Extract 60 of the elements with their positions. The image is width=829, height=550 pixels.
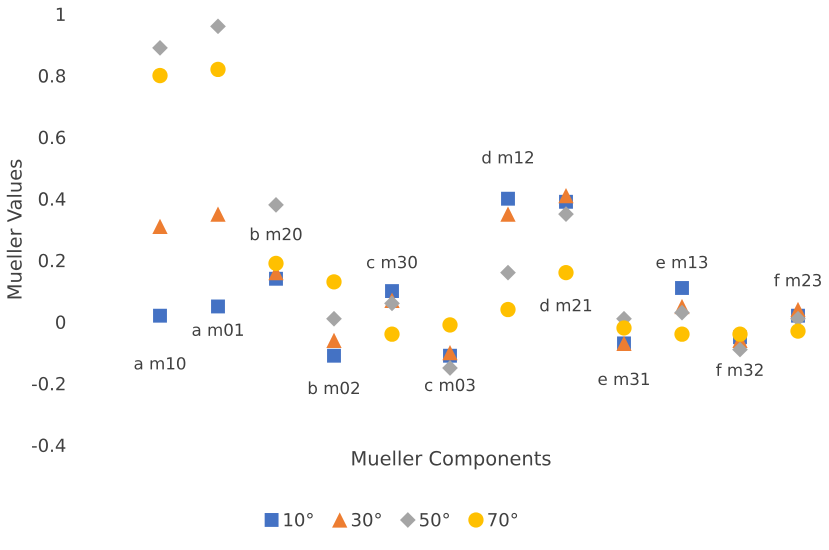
x-tick-label: d m21 (540, 298, 592, 312)
point (442, 360, 458, 376)
point (674, 304, 690, 320)
x-tick-label: e m31 (598, 372, 649, 386)
point (442, 317, 458, 333)
point (500, 206, 516, 222)
x-tick-label: c m30 (366, 256, 417, 268)
point (732, 326, 748, 342)
point (558, 264, 574, 280)
point (211, 300, 225, 314)
point (501, 192, 515, 206)
point (558, 188, 574, 204)
point (152, 68, 168, 84)
point (500, 302, 516, 318)
point (732, 342, 748, 358)
x-tick-label: b m20 (250, 227, 302, 240)
point (210, 18, 226, 34)
point (326, 332, 342, 348)
point (384, 326, 400, 342)
legend-label: 30° (352, 512, 381, 527)
x-tick-label: c m03 (424, 378, 475, 392)
point (385, 284, 399, 298)
legend-label: 50° (420, 512, 449, 527)
x-tick-label: b m02 (308, 381, 359, 394)
x-tick-label: a m01 (192, 323, 243, 336)
y-tick-label: 0 (56, 315, 66, 329)
point (558, 206, 574, 222)
x-tick-label: f m23 (774, 274, 821, 286)
point (268, 256, 284, 272)
point (384, 296, 400, 312)
x-axis-title: Mueller Components (352, 450, 551, 470)
point (675, 281, 689, 295)
point (326, 274, 342, 290)
y-axis-title: Mueller Values (6, 160, 22, 298)
point (152, 40, 168, 56)
point (152, 218, 168, 234)
point (210, 62, 226, 78)
y-tick-label: -0.4 (32, 438, 66, 452)
point (326, 310, 342, 327)
x-tick-label: f m32 (716, 363, 763, 376)
point (210, 206, 226, 222)
y-tick-label: 0.4 (38, 192, 66, 206)
y-tick-label: 0.8 (38, 69, 66, 83)
point (674, 326, 690, 342)
legend-label: 10° (284, 512, 313, 527)
point (442, 345, 458, 360)
point (327, 348, 341, 363)
y-tick-label: 0.6 (38, 130, 66, 144)
x-tick-label: a m10 (134, 357, 186, 370)
point (268, 197, 284, 213)
y-tick-label: 0.2 (38, 254, 65, 268)
point (500, 264, 516, 280)
point (790, 323, 806, 339)
point (153, 308, 167, 323)
legend-label: 70° (488, 512, 518, 527)
x-tick-label: d m12 (482, 150, 533, 164)
y-tick-label: -0.2 (32, 376, 65, 391)
x-tick-label: e m13 (656, 256, 708, 268)
y-tick-label: 1 (56, 8, 65, 21)
point (616, 320, 632, 336)
